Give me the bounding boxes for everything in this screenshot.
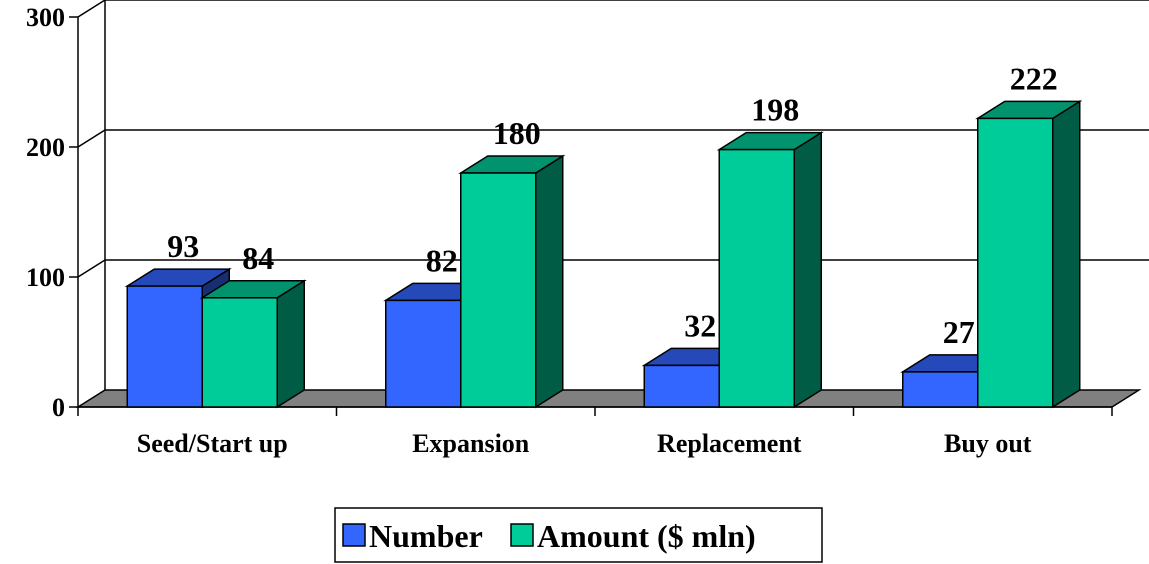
bar-side xyxy=(793,131,822,409)
x-tick-label: Buy out xyxy=(944,429,1032,458)
data-labels: 93 84 82 180 32 198 27 222 xyxy=(167,60,1058,350)
bar-front xyxy=(385,299,462,408)
y-tick-label: 200 xyxy=(26,133,65,162)
x-tick-label: Expansion xyxy=(412,429,530,458)
x-axis: Seed/Start up Expansion Replacement Buy out xyxy=(77,406,1113,458)
data-label: 82 xyxy=(426,242,458,278)
bar-front xyxy=(126,285,203,408)
bar-front xyxy=(977,117,1054,408)
legend-box xyxy=(334,507,823,563)
bar-front xyxy=(201,297,278,408)
legend-swatch xyxy=(510,523,534,547)
data-label: 180 xyxy=(493,115,541,151)
bar-amount-0 xyxy=(199,279,307,409)
bars xyxy=(124,100,1083,409)
bar-side xyxy=(1052,100,1081,409)
data-label: 198 xyxy=(751,92,799,128)
data-label: 32 xyxy=(684,307,716,343)
bar-front xyxy=(902,371,979,408)
gridline-side xyxy=(77,129,106,148)
bar-front xyxy=(460,172,537,408)
left-wall-top-edge xyxy=(77,0,106,18)
bar-front xyxy=(718,148,795,408)
legend: Number Amount ($ mln) xyxy=(334,507,823,563)
y-tick-label: 0 xyxy=(52,393,65,422)
y-tick-label: 300 xyxy=(26,3,65,32)
y-axis: 0 100 200 300 xyxy=(26,3,78,422)
y-tick-label: 100 xyxy=(26,263,65,292)
legend-swatch xyxy=(342,523,366,547)
data-label: 84 xyxy=(242,240,274,276)
bar-side xyxy=(535,154,564,409)
bar-side xyxy=(276,279,305,409)
bar-front xyxy=(643,364,720,408)
legend-entry: Amount ($ mln) xyxy=(537,518,756,554)
bar-amount-2 xyxy=(716,131,824,409)
gridline-side xyxy=(77,259,106,278)
data-label: 93 xyxy=(167,228,199,264)
x-tick-label: Seed/Start up xyxy=(137,429,288,458)
data-label: 27 xyxy=(943,314,975,350)
chart-walls xyxy=(77,0,1149,407)
x-tick-label: Replacement xyxy=(657,429,802,458)
bar-amount-3 xyxy=(975,100,1083,409)
bar-amount-1 xyxy=(458,154,566,409)
legend-entry: Number xyxy=(369,518,483,554)
data-label: 222 xyxy=(1010,60,1058,96)
